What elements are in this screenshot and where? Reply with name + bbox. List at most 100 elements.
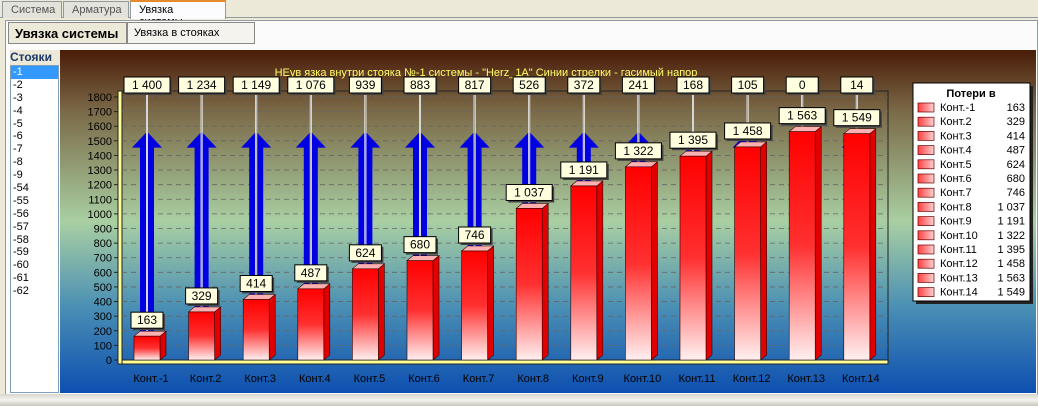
value-label-box — [778, 107, 826, 125]
riser-item[interactable]: -5 — [13, 117, 23, 130]
subtab-riser-balancing[interactable]: Увязка в стояках — [127, 22, 255, 44]
bar — [188, 311, 215, 361]
pressure-label-box — [403, 76, 437, 94]
y-tick-label: 900 — [94, 224, 112, 236]
legend-value: 1 191 — [997, 216, 1025, 228]
x-tick-label: Конт.7 — [463, 373, 495, 385]
legend-label: Конт.12 — [940, 258, 978, 270]
legend-swatch — [917, 202, 935, 212]
y-tick-label: 1300 — [88, 165, 112, 177]
legend-value: 487 — [1007, 145, 1025, 157]
bar-top — [242, 294, 277, 300]
legend-value: 680 — [1007, 173, 1025, 185]
riser-item[interactable]: -7 — [13, 143, 23, 156]
riser-item[interactable]: -8 — [13, 156, 23, 169]
value-label-box — [348, 244, 382, 262]
riser-item[interactable]: -62 — [13, 285, 29, 298]
riser-item[interactable]: -2 — [13, 78, 23, 91]
legend-label: Конт.-1 — [940, 102, 975, 114]
legend-value: 414 — [1007, 130, 1025, 142]
value-label-box — [833, 109, 881, 127]
pressure-label-box — [458, 76, 492, 94]
tab-fittings[interactable]: Арматура — [63, 1, 129, 18]
pressure-label-box — [621, 76, 655, 94]
chart-svg: НЕув язка внутри стояка №-1 системы - "H… — [88, 67, 1033, 385]
legend-label: Конт.2 — [940, 116, 972, 128]
pressure-label-box — [785, 76, 819, 94]
pressure-label: 105 — [738, 78, 758, 92]
riser-item[interactable]: -58 — [13, 233, 29, 246]
bar-side — [814, 125, 822, 361]
riser-item[interactable]: -4 — [13, 104, 23, 117]
riser-item[interactable]: -59 — [13, 246, 29, 259]
y-tick-label: 1100 — [88, 194, 112, 206]
bar-top — [133, 330, 167, 337]
bar — [843, 133, 871, 361]
x-tick-label: Конт.3 — [244, 373, 276, 385]
bar — [734, 146, 761, 361]
pressure-label: 0 — [799, 78, 806, 92]
bar — [133, 335, 161, 361]
legend-value: 329 — [1007, 116, 1025, 128]
main-tabs: Система Арматура Увязка системы — [0, 0, 1038, 28]
pressure-label-box — [287, 76, 335, 94]
pressure-label-box — [567, 76, 601, 94]
bar-side — [323, 283, 331, 361]
bar-side — [705, 150, 713, 361]
plot-frame — [121, 90, 889, 361]
y-tick-label: 200 — [94, 326, 112, 338]
value-label-box — [294, 264, 328, 282]
pressure-label: 372 — [574, 78, 594, 92]
riser-item[interactable]: -9 — [13, 169, 23, 182]
riser-item[interactable]: -54 — [13, 182, 29, 195]
x-tick-label: Конт.9 — [572, 373, 604, 385]
y-tick-label: 400 — [94, 297, 112, 309]
bar — [788, 131, 816, 361]
bar — [625, 166, 652, 361]
pressure-label-box — [232, 76, 280, 94]
pressure-label: 817 — [465, 78, 485, 92]
pressure-label: 1 149 — [241, 78, 271, 92]
riser-item[interactable]: -55 — [13, 194, 29, 207]
subtab-system-balancing[interactable]: Увязка системы — [8, 22, 127, 44]
x-tick-label: Конт.2 — [190, 373, 222, 385]
riser-item[interactable]: -61 — [13, 272, 29, 285]
legend-swatch — [917, 273, 935, 283]
bar — [352, 268, 379, 361]
value-label-box — [403, 236, 437, 254]
pressure-label: 168 — [683, 78, 703, 92]
bar-side — [651, 161, 658, 361]
bar-side — [268, 293, 276, 361]
pressure-label-box — [123, 76, 171, 94]
value-label: 163 — [137, 313, 157, 327]
bar — [515, 208, 543, 361]
bar-side — [487, 245, 494, 361]
y-tick-label: 300 — [94, 311, 112, 323]
legend-value: 624 — [1007, 159, 1025, 171]
riser-item[interactable]: -3 — [13, 91, 23, 104]
bar-top — [788, 126, 823, 132]
status-strip — [0, 394, 1038, 406]
y-tick-label: 1400 — [88, 150, 112, 162]
legend-value: 1 549 — [997, 287, 1025, 299]
y-tick-label: 800 — [94, 238, 112, 250]
riser-item[interactable]: -60 — [13, 259, 29, 272]
legend-swatch — [917, 159, 935, 170]
value-label: 1 322 — [623, 144, 653, 158]
x-tick-label: Конт.5 — [354, 373, 386, 385]
riser-item[interactable]: -57 — [13, 220, 29, 233]
value-label: 1 458 — [733, 124, 763, 138]
risers-list[interactable]: -1 -2 -3 -4 -5 -6 -7 -8 -9 -54 -55 -56 -57 -58 -59 -60-… — [10, 65, 59, 393]
riser-item[interactable]: -6 — [13, 130, 23, 143]
riser-item[interactable]: -1 — [11, 66, 58, 79]
pressure-label: 1 234 — [187, 78, 217, 92]
pressure-label: 939 — [355, 78, 375, 92]
bar-top — [842, 128, 877, 134]
riser-item[interactable]: -56 — [13, 207, 29, 220]
floor — [121, 359, 889, 365]
tab-system-balancing[interactable]: Увязка системы — [130, 0, 226, 28]
legend-swatch — [917, 173, 935, 184]
legend-swatch — [917, 216, 935, 226]
bar-top — [624, 161, 659, 168]
tab-system[interactable]: Система — [2, 1, 62, 18]
